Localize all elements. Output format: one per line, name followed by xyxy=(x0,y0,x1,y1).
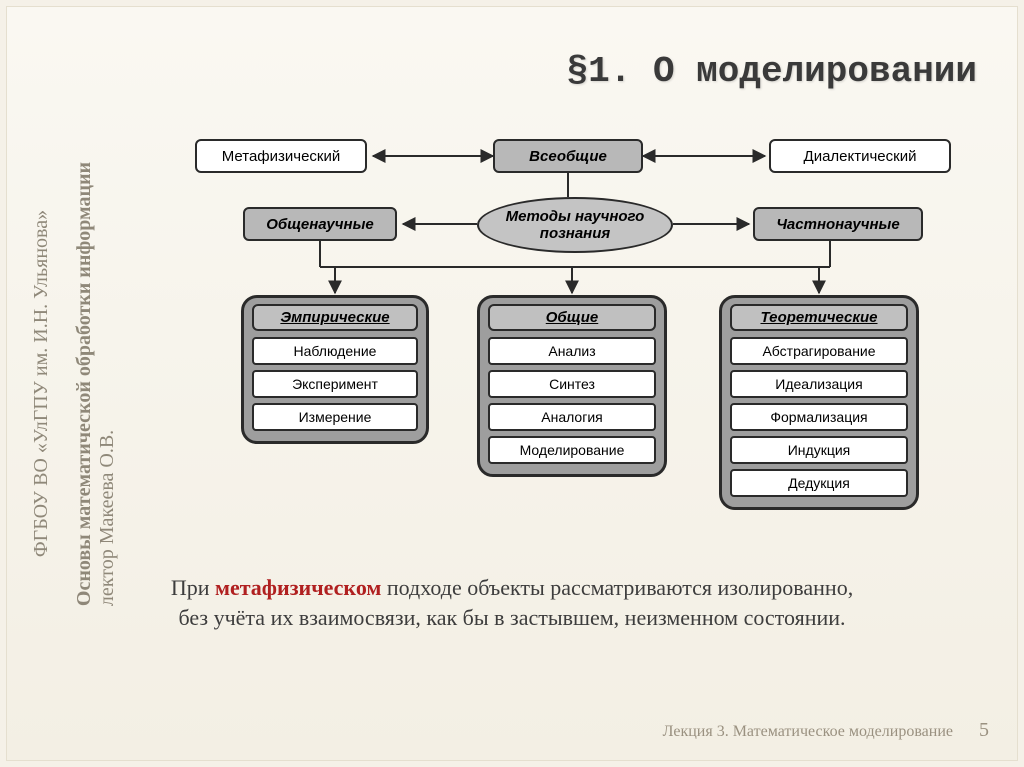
node-general-scientific: Общенаучные xyxy=(243,207,397,241)
panel-1: Общие Анализ Синтез Аналогия Моделирование xyxy=(477,295,667,477)
panel-item: Эксперимент xyxy=(252,370,418,398)
panel-item: Аналогия xyxy=(488,403,656,431)
node-scientific-methods: Методы научного познания xyxy=(477,197,673,253)
panel-item: Анализ xyxy=(488,337,656,365)
panel-item: Дедукция xyxy=(730,469,908,497)
panel-header: Эмпирические xyxy=(252,304,418,331)
course-title-line: Основы математической обработки информац… xyxy=(73,161,95,605)
footer-lecture: Лекция 3. Математическое моделирование xyxy=(663,723,953,740)
panel-0: Эмпирические Наблюдение Эксперимент Измерен… xyxy=(241,295,429,444)
panel-item: Формализация xyxy=(730,403,908,431)
methods-diagram: Метафизический Всеобщие Диалектический М… xyxy=(177,127,973,547)
panel-header: Теоретические xyxy=(730,304,908,331)
panel-item: Идеализация xyxy=(730,370,908,398)
slide: ФГБОУ ВО «УлГПУ им. И.Н. Ульянова» Основ… xyxy=(6,6,1018,761)
panel-item: Наблюдение xyxy=(252,337,418,365)
slide-title: §1. О моделировании xyxy=(377,51,977,92)
panel-item: Абстрагирование xyxy=(730,337,908,365)
node-specific-scientific: Частнонаучные xyxy=(753,207,923,241)
sidebar-col-2: Основы математической обработки информац… xyxy=(69,7,123,760)
panel-item: Индукция xyxy=(730,436,908,464)
node-metaphysical: Метафизический xyxy=(195,139,367,173)
panel-2: Теоретические Абстрагирование Идеализация Ф… xyxy=(719,295,919,510)
sidebar-col-1: ФГБОУ ВО «УлГПУ им. И.Н. Ульянова» xyxy=(15,7,69,760)
node-universal: Всеобщие xyxy=(493,139,643,173)
lecturer-line: лектор Макеева О.В. xyxy=(96,161,119,605)
panel-item: Синтез xyxy=(488,370,656,398)
caption-keyword: метафизическом xyxy=(215,575,381,600)
panel-item: Измерение xyxy=(252,403,418,431)
caption-pre: При xyxy=(171,575,215,600)
caption-text: При метафизическом подходе объекты рассм… xyxy=(157,573,867,632)
page-number: 5 xyxy=(979,719,989,741)
footer: Лекция 3. Математическое моделирование 5 xyxy=(663,719,989,742)
institution-line: ФГБОУ ВО «УлГПУ им. И.Н. Ульянова» xyxy=(31,210,53,557)
node-dialectical: Диалектический xyxy=(769,139,951,173)
panel-item: Моделирование xyxy=(488,436,656,464)
panel-header: Общие xyxy=(488,304,656,331)
